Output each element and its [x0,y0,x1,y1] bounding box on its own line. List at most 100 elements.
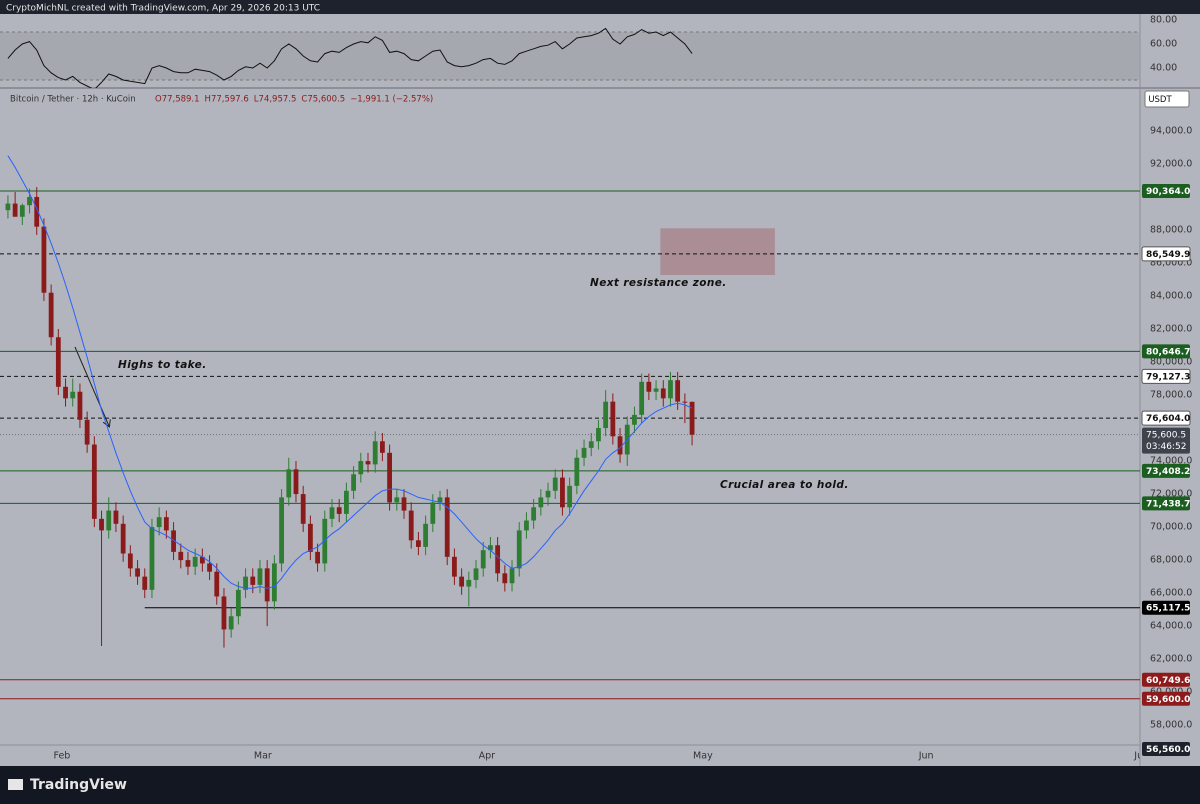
level-label: 80,646.7 [1146,347,1190,357]
level-badge [1142,741,1190,756]
resistance-zone [660,228,775,276]
rsi-tick-label: 40.00 [1150,63,1177,74]
candle-body [632,414,637,425]
level-label: 86,549.9 [1146,250,1190,260]
y-tick-label: 58,000.0 [1150,720,1192,731]
brand: TradingView [30,777,127,793]
candle-body [250,576,256,585]
candle-body [552,477,558,491]
candle-body [307,523,313,552]
candle-body [19,205,25,217]
legend-value: H77,597.6 [205,95,249,105]
level-label: 79,127.3 [1146,372,1190,382]
time-axis: Feb Mar Apr May Jun Jul [54,751,1145,762]
candle-body [675,380,681,402]
candle-body [264,568,270,602]
level-badge [1141,368,1191,384]
rsi-band [0,32,1140,80]
y-tick-label: 66,000.0 [1150,588,1192,599]
level-label: 76,604.0 [1146,414,1190,424]
candle-body [351,474,356,491]
candle-body [452,556,457,577]
candle-body [99,518,104,531]
candle-body [5,203,11,211]
legend-value: O77,589.1 [155,95,200,105]
candle-body [207,563,212,572]
currency-button[interactable] [1144,90,1190,108]
candle-body [581,447,587,458]
candle-body [257,568,263,585]
y-tick-label: 64,000.0 [1150,621,1192,632]
last-price-badge [1142,427,1190,454]
last-price-label: 75,600.5 [1146,431,1186,441]
candle-body [300,494,306,524]
candle-body [271,563,277,602]
candle-body [34,196,40,227]
y-tick-label: 84,000.0 [1150,290,1192,301]
level-badge [1142,600,1190,615]
candle-body [617,436,623,455]
countdown: 03:46:52 [1146,442,1186,452]
moving-average [7,155,693,589]
candle-body [142,576,148,590]
candle-body [77,391,83,420]
candle-body [41,226,47,293]
header: CryptoMichNL created with TradingView.co… [6,4,320,14]
candle-body [459,576,465,587]
y-tick-label: 70,000.0 [1150,522,1192,533]
candle-body [149,527,155,590]
candle-body [588,441,594,448]
candle-body [560,477,565,508]
candle-body [380,441,385,453]
level-badge [1142,691,1190,706]
candle-body [329,507,335,519]
y-tick-label: 86,000.0 [1150,257,1192,268]
y-tick-label: 68,000.0 [1150,555,1192,566]
ohlc-legend: O77,589.1 H77,597.6 L74,957.5 C75,600.5 −1,9… [155,95,433,105]
candle-body [178,551,184,561]
candle-body [135,568,140,577]
level-badge [1142,463,1190,478]
level-label: 71,438.7 [1146,499,1190,509]
candle-body [545,490,551,498]
candle-body [192,556,198,567]
candle-body [55,337,61,387]
level-label: 56,560.0 [1146,745,1190,755]
level-label: 59,600.0 [1146,695,1190,705]
candle-body [12,203,18,217]
x-tick-label: May [693,751,713,762]
x-tick-label: Jul [1133,751,1145,762]
y-tick-label: 94,000.0 [1150,125,1192,136]
candle-body [243,576,248,590]
x-tick-label: Feb [54,751,71,762]
candle-body [660,388,666,399]
rsi-tick-label: 60.00 [1150,39,1177,50]
candle-body [444,497,450,557]
candle-body [358,461,364,475]
currency[interactable]: USDT [1148,95,1172,105]
candle-body [531,507,537,521]
candle-body [315,551,320,564]
candle-body [516,530,522,569]
y-tick-label: 80,000.0 [1150,357,1192,368]
y-tick-label: 72,000.0 [1150,489,1192,500]
candle-body [416,540,421,547]
candle-body [480,550,486,569]
candle-body [387,452,393,503]
y-tick-label: 74,000.0 [1150,456,1192,467]
level-badge [1141,410,1191,426]
candle-body [394,497,400,503]
legend-value: C75,600.5 [301,95,345,105]
arrow [74,346,109,426]
level-label: 73,408.2 [1146,467,1190,477]
candle-body [171,530,176,552]
level-label: 65,117.5 [1146,604,1190,614]
candle-body [365,461,371,465]
rsi-tick-label: 80.00 [1150,15,1177,26]
candle-body [322,518,328,564]
candle-body [199,556,205,564]
candle-body [185,560,191,567]
x-tick-label: Apr [479,751,496,762]
candle-body [113,510,119,524]
candle-body [27,196,32,206]
